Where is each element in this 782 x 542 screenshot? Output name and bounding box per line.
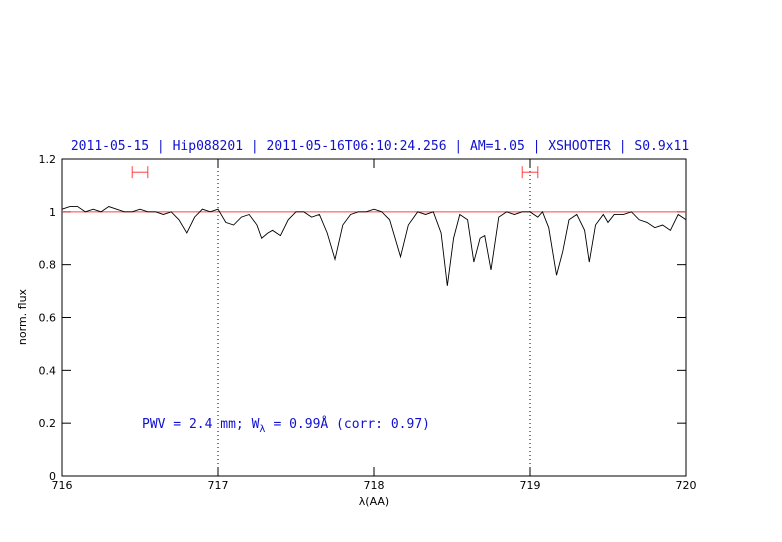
window-marker [131, 166, 149, 179]
annotation-rest: = 0.99Å (corr: 0.97) [273, 416, 430, 432]
spectrum-line [61, 206, 687, 286]
y-tick-label: 0.8 [39, 259, 57, 272]
y-tick-label: 0 [49, 470, 56, 483]
y-tick-label: 0.6 [39, 312, 57, 325]
x-tick-label: 720 [676, 479, 697, 492]
y-tick-label: 1.2 [39, 153, 57, 166]
y-tick-label: 0.4 [39, 364, 57, 377]
chart-title: 2011-05-15 | Hip088201 | 2011-05-16T06:1… [71, 139, 689, 154]
annotation-subscript: λ [259, 424, 265, 435]
annotation-text: PWV = 2.4 mm; W [142, 417, 260, 432]
x-tick-label: 718 [364, 479, 385, 492]
x-tick-label: 719 [520, 479, 541, 492]
y-tick-label: 0.2 [39, 417, 57, 430]
x-tick-label: 716 [52, 479, 73, 492]
window-marker [521, 166, 539, 179]
y-tick-label: 1 [49, 206, 56, 219]
annotation: PWV = 2.4 mm; Wλ = 0.99Å (corr: 0.97) [142, 416, 430, 435]
x-tick-label: 717 [208, 479, 229, 492]
x-axis-label: λ(AA) [359, 495, 389, 508]
y-axis-label: norm. flux [16, 288, 29, 345]
